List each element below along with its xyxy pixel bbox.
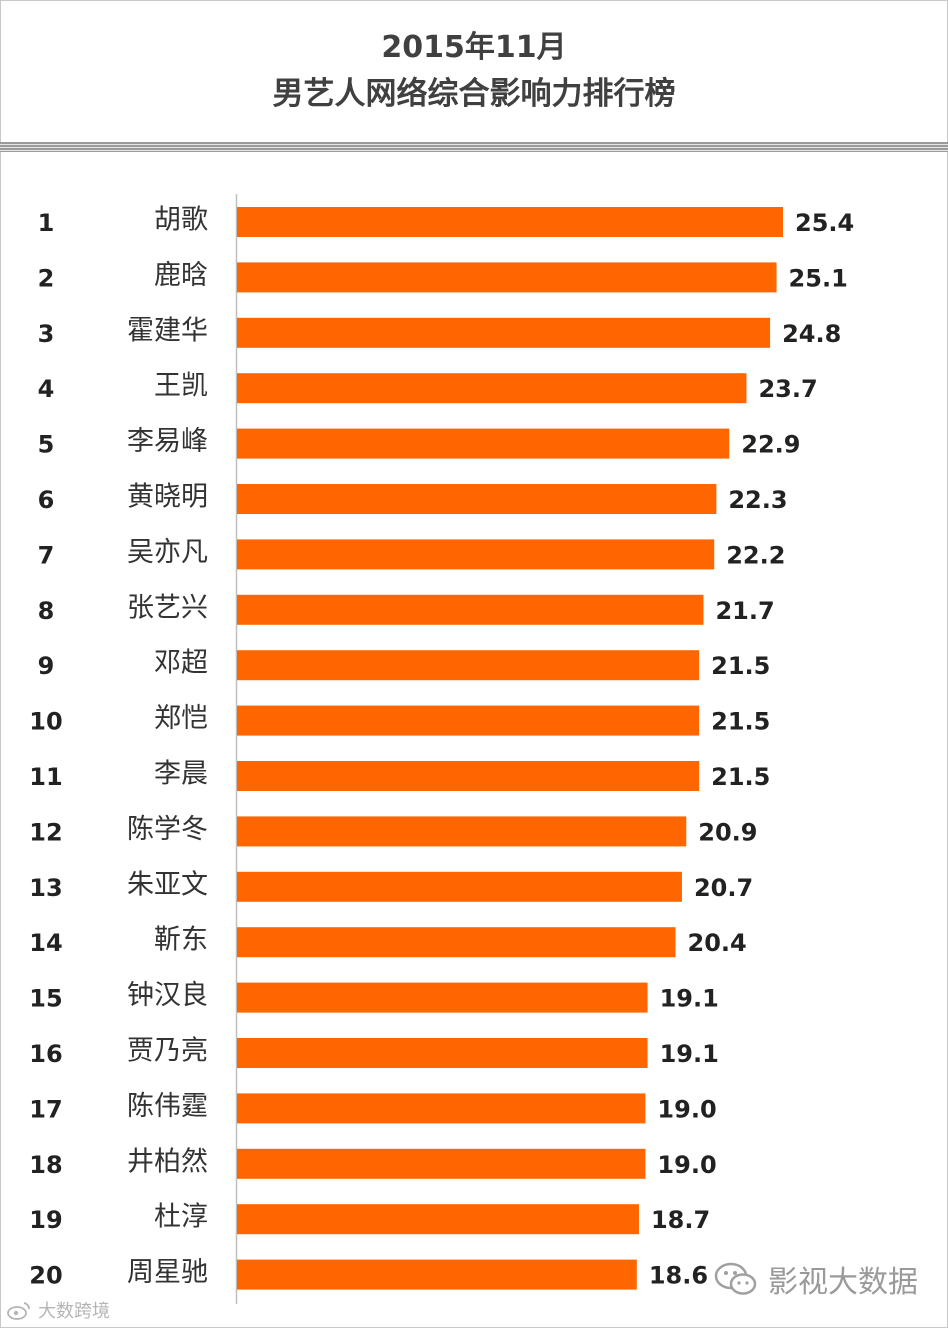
bar [237,927,676,958]
value-label: 19.0 [657,1151,716,1179]
value-label: 24.8 [782,320,841,348]
value-label: 21.5 [711,708,770,736]
category-label: 张艺兴 [127,592,208,623]
bar [237,317,771,348]
category-label: 霍建华 [127,315,208,346]
rank-label: 2 [38,264,55,292]
category-label: 黄晓明 [127,482,208,513]
bar [237,1038,648,1068]
bar [237,1259,637,1290]
category-label: 王凯 [154,371,208,402]
watermark-weibo: 大数跨境 [6,1298,110,1322]
value-label: 18.6 [649,1262,708,1290]
value-label: 21.5 [711,763,770,791]
bar [237,428,730,459]
value-label: 21.7 [715,597,774,625]
value-label: 19.1 [660,1040,719,1068]
category-label: 邓超 [154,648,208,679]
bar [237,761,700,791]
value-label: 19.0 [657,1095,716,1123]
watermark-right-text: 影视大数据 [768,1265,918,1300]
value-label: 18.7 [651,1206,710,1234]
category-label: 贾乃亮 [127,1036,208,1067]
category-label: 陈伟霆 [127,1091,208,1122]
category-label: 鹿晗 [154,260,208,291]
category-label: 钟汉良 [127,980,208,1011]
rank-label: 8 [38,597,55,625]
bar [237,262,777,293]
value-label: 19.1 [660,985,719,1013]
value-label: 25.1 [789,264,848,292]
rank-label: 1 [38,209,55,237]
rank-label: 19 [29,1206,62,1234]
bar [237,207,783,237]
value-label: 21.5 [711,652,770,680]
bar [237,982,648,1013]
rank-label: 14 [29,929,62,957]
bar [237,1204,639,1235]
category-label: 吴亦凡 [127,537,208,568]
value-label: 25.4 [795,209,854,237]
watermark-wechat: 影视大数据 [712,1258,918,1300]
wechat-icon [714,1262,757,1295]
category-label: 郑恺 [154,703,208,734]
value-label: 23.7 [758,375,817,403]
title-divider [0,142,948,152]
value-label: 20.9 [698,818,757,846]
bar [237,650,700,681]
bar [237,816,687,847]
rank-label: 20 [29,1262,62,1290]
chart-subtitle: 男艺人网络综合影响力排行榜 [272,76,676,112]
rank-label: 17 [29,1095,62,1123]
category-label: 陈学冬 [127,814,208,845]
rank-label: 18 [29,1151,62,1179]
value-label: 20.4 [688,929,747,957]
bar [237,484,717,514]
value-label: 20.7 [694,874,753,902]
bar [237,705,700,736]
rank-label: 12 [29,818,62,846]
rank-label: 6 [38,486,55,514]
bar [237,594,704,625]
value-label: 22.2 [726,541,785,569]
rank-label: 3 [38,320,55,348]
category-label: 朱亚文 [127,869,208,900]
category-label: 李晨 [154,759,208,790]
bar [237,373,747,404]
weibo-icon [7,1302,30,1320]
value-label: 22.3 [728,486,787,514]
rank-label: 4 [38,375,55,403]
chart-title: 2015年11月 [381,30,567,65]
bar [237,1093,646,1124]
bar [237,871,682,902]
rank-label: 7 [38,541,55,569]
rank-label: 9 [38,652,55,680]
rank-label: 10 [29,708,62,736]
rank-label: 5 [38,431,55,459]
watermark-left-text: 大数跨境 [38,1301,110,1322]
category-label: 靳东 [154,925,208,956]
bar [237,539,715,570]
rank-label: 15 [29,985,62,1013]
bar [237,1148,646,1179]
value-label: 22.9 [741,431,800,459]
category-label: 李易峰 [127,426,208,457]
rank-label: 16 [29,1040,62,1068]
category-label: 井柏然 [127,1146,208,1177]
category-label: 周星驰 [127,1257,208,1288]
rank-label: 13 [29,874,62,902]
category-label: 杜淳 [154,1202,208,1233]
rank-label: 11 [29,763,62,791]
category-label: 胡歌 [154,205,208,236]
